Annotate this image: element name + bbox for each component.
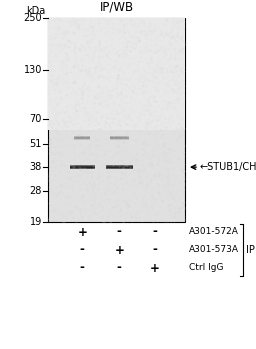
Text: kDa: kDa xyxy=(26,6,45,16)
Text: ←STUB1/CHIP: ←STUB1/CHIP xyxy=(200,162,256,172)
Bar xyxy=(48,18,185,130)
Text: A301-572A: A301-572A xyxy=(189,228,239,237)
Text: -: - xyxy=(152,244,157,257)
Text: IP: IP xyxy=(246,245,255,255)
Text: -: - xyxy=(117,261,122,275)
Text: 19: 19 xyxy=(30,217,42,227)
Text: +: + xyxy=(77,225,87,238)
Text: 130: 130 xyxy=(24,65,42,75)
Text: IP/WB: IP/WB xyxy=(99,0,134,13)
Bar xyxy=(48,18,185,222)
Text: Ctrl IgG: Ctrl IgG xyxy=(189,263,223,273)
Text: 38: 38 xyxy=(30,162,42,172)
Text: -: - xyxy=(117,225,122,238)
Text: 70: 70 xyxy=(30,114,42,124)
Text: -: - xyxy=(152,225,157,238)
Text: -: - xyxy=(80,244,85,257)
Text: 51: 51 xyxy=(30,139,42,149)
Text: -: - xyxy=(80,261,85,275)
Text: 28: 28 xyxy=(30,186,42,196)
Text: 250: 250 xyxy=(23,13,42,23)
Text: +: + xyxy=(114,244,124,257)
Text: A301-573A: A301-573A xyxy=(189,245,239,254)
Text: +: + xyxy=(150,261,160,275)
